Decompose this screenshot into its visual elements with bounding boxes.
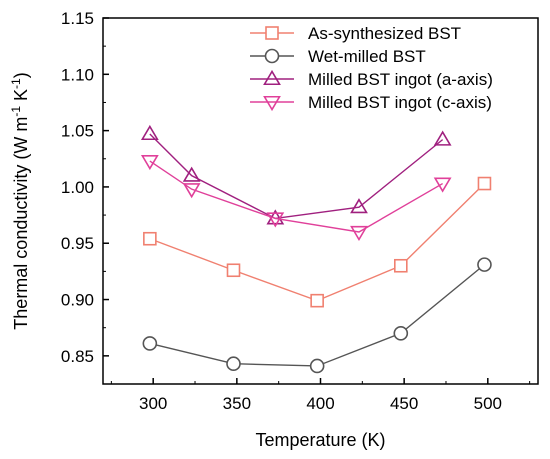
data-point [350, 225, 368, 242]
data-point [310, 293, 324, 308]
y-tick-label: 1.05 [61, 122, 94, 141]
x-tick-label: 300 [139, 394, 167, 413]
data-point [142, 336, 158, 351]
data-point [350, 198, 368, 214]
legend-label: As-synthesized BST [308, 24, 461, 43]
x-axis-label: Temperature (K) [255, 430, 385, 450]
data-point [433, 130, 452, 146]
data-point [477, 176, 492, 191]
series-line [149, 160, 443, 233]
data-point [433, 177, 452, 193]
y-axis-label: Thermal conductivity (W m-1 K-1) [9, 72, 31, 329]
y-tick-label: 1.00 [61, 178, 94, 197]
plot-layer [140, 124, 492, 374]
series-3 [140, 154, 452, 242]
x-tick-label: 500 [474, 394, 502, 413]
legend-entry: Milled BST ingot (c-axis) [250, 93, 492, 112]
legend-entry: Wet-milled BST [250, 47, 426, 66]
data-point [477, 257, 492, 272]
series-line [149, 264, 485, 367]
series-line [149, 133, 444, 220]
series-1 [142, 257, 492, 374]
y-tick-label: 1.10 [61, 65, 94, 84]
data-point [394, 258, 408, 273]
y-tick-label: 0.85 [61, 347, 94, 366]
axes-layer: 300 350 400 450 500 0.85 0.90 0.95 1.00 1.05 1.10 1… [9, 9, 539, 450]
data-point [182, 183, 201, 199]
data-point [309, 358, 325, 374]
x-tick-label: 450 [390, 394, 418, 413]
y-tick-label: 1.15 [61, 9, 94, 28]
data-point [226, 263, 241, 278]
y-axis-label-text-before-first-exp: Thermal conductivity (W m [11, 117, 31, 330]
x-tick-label: 400 [306, 394, 334, 413]
y-tick-label: 0.90 [61, 291, 94, 310]
data-point [266, 212, 285, 228]
y-axis-label-text-between: K [11, 89, 31, 106]
legend-entry: Milled BST ingot (a-axis) [250, 69, 493, 89]
legend-entry: As-synthesized BST [250, 24, 461, 43]
y-axis-label-exp1: -1 [9, 106, 23, 117]
legend-label: Wet-milled BST [308, 47, 426, 66]
x-tick-label: 350 [223, 394, 251, 413]
y-axis-label-text-after: ) [11, 72, 31, 78]
data-point [226, 356, 241, 372]
legend-label: Milled BST ingot (c-axis) [308, 93, 492, 112]
legend-marker [265, 26, 279, 40]
legend-marker [264, 48, 280, 64]
y-tick-label: 0.95 [61, 234, 94, 253]
legend-marker [263, 69, 281, 86]
data-point [140, 124, 159, 141]
series-0 [143, 176, 492, 308]
y-axis-label-exp2: -1 [9, 78, 23, 89]
data-point [140, 154, 159, 171]
legend-marker [263, 95, 281, 112]
data-point [182, 166, 201, 182]
legend: As-synthesized BST Wet-milled BST Milled B… [250, 24, 493, 112]
data-point [393, 326, 409, 341]
series-line [149, 183, 485, 302]
data-point [143, 231, 157, 246]
series-2 [140, 124, 452, 225]
legend-label: Milled BST ingot (a-axis) [308, 70, 493, 89]
